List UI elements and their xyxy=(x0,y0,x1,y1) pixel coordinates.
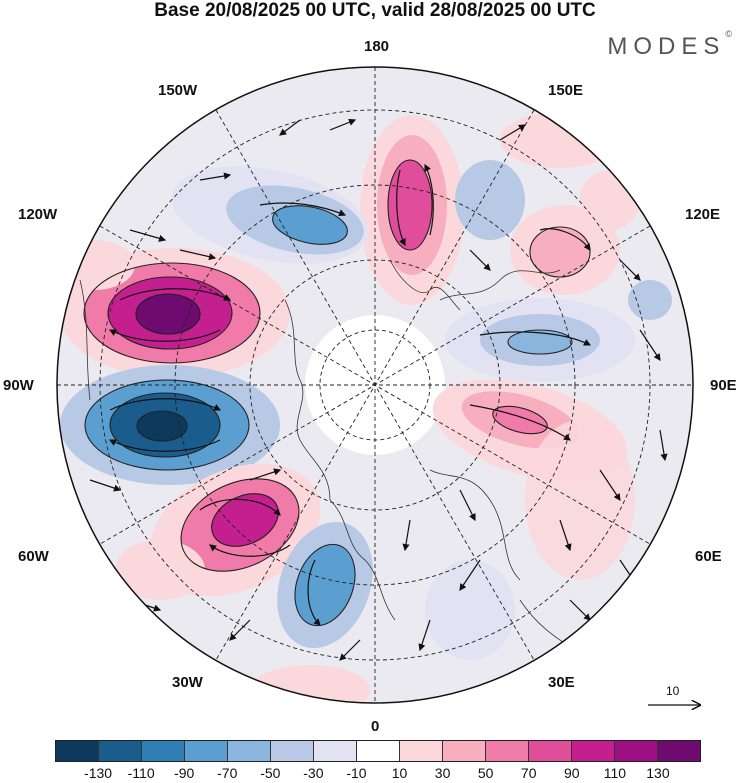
colorbar-tick-label: 90 xyxy=(564,765,580,781)
lon-label-90w: 90W xyxy=(3,377,34,394)
anomaly-negative-145e xyxy=(455,160,525,240)
graticule xyxy=(57,67,693,703)
colorbar-tick-label: 70 xyxy=(520,765,537,781)
brand-mark: © xyxy=(725,29,732,39)
colorbar-tick-label: 110 xyxy=(603,765,627,781)
lon-label-60e: 60E xyxy=(695,548,722,565)
colorbar xyxy=(55,740,701,762)
colorbar-tick-label: -70 xyxy=(217,765,238,781)
colorbar-swatch xyxy=(529,741,572,761)
colorbar-tick-label: -110 xyxy=(127,765,155,781)
colorbar-tick-label: -90 xyxy=(174,765,195,781)
colorbar-tick-label: 130 xyxy=(646,765,670,781)
colorbar-swatch xyxy=(314,741,357,761)
colorbar-tick-label: 30 xyxy=(434,765,451,781)
colorbar-tick-label: -10 xyxy=(346,765,367,781)
colorbar-swatch xyxy=(228,741,271,761)
anomaly-weak-positive-55w xyxy=(115,540,205,600)
colorbar-tick-label: 10 xyxy=(391,765,408,781)
lon-label-150e: 150E xyxy=(548,82,584,99)
anomaly-weak-negative-110e xyxy=(628,280,672,320)
lon-label-120w: 120W xyxy=(18,206,58,223)
anomaly-negative-100e xyxy=(445,298,635,382)
colorbar-swatch xyxy=(142,741,185,761)
anomaly-positive-125e xyxy=(510,205,620,295)
anomaly-weak-positive-150e xyxy=(500,112,620,168)
anomaly-weak-positive-south xyxy=(250,665,370,703)
lon-label-0: 0 xyxy=(371,718,380,735)
lon-label-30w: 30W xyxy=(172,674,203,691)
map-disk xyxy=(57,67,693,703)
lon-label-180: 180 xyxy=(364,38,390,55)
colorbar-tick-label: -30 xyxy=(303,765,324,781)
colorbar-tick-label: -50 xyxy=(260,765,281,781)
lon-label-150w: 150W xyxy=(158,82,198,99)
anomaly-weak-negative-30e xyxy=(425,560,515,660)
lon-label-30e: 30E xyxy=(548,674,575,691)
colorbar-tick-label: -130 xyxy=(84,765,113,781)
brand-name: MODES xyxy=(607,33,726,60)
map-title: Base 20/08/2025 00 UTC, valid 28/08/2025… xyxy=(154,0,596,21)
colorbar-tick-label: 50 xyxy=(477,765,494,781)
anomaly-weak-positive-60e xyxy=(525,420,635,580)
wind-vectors xyxy=(89,118,668,661)
anomaly-positive-175e xyxy=(360,115,464,305)
lon-label-60w: 60W xyxy=(18,548,49,565)
colorbar-swatch xyxy=(99,741,142,761)
colorbar-swatch xyxy=(658,741,700,761)
colorbar-swatch xyxy=(615,741,658,761)
colorbar-swatch xyxy=(486,741,529,761)
colorbar-swatch xyxy=(56,741,99,761)
map-border xyxy=(56,66,694,704)
anomaly-negative-130w xyxy=(171,166,369,264)
lon-label-90e: 90E xyxy=(710,377,737,394)
lon-label-120e: 120E xyxy=(685,206,721,223)
colorbar-swatch xyxy=(400,741,443,761)
colorbar-swatch xyxy=(572,741,615,761)
anomaly-shading xyxy=(57,112,672,703)
anomaly-weak-positive-120w xyxy=(57,240,135,290)
colorbar-swatch xyxy=(443,741,486,761)
modes-logo: MODES© xyxy=(607,29,732,61)
reference-vector-label: 10 xyxy=(666,684,680,698)
anomaly-weak-positive-135e xyxy=(580,170,640,230)
anomaly-negative-90w xyxy=(60,365,280,485)
colorbar-swatch xyxy=(271,741,314,761)
colorbar-swatch xyxy=(185,741,228,761)
colorbar-swatch xyxy=(357,741,400,761)
